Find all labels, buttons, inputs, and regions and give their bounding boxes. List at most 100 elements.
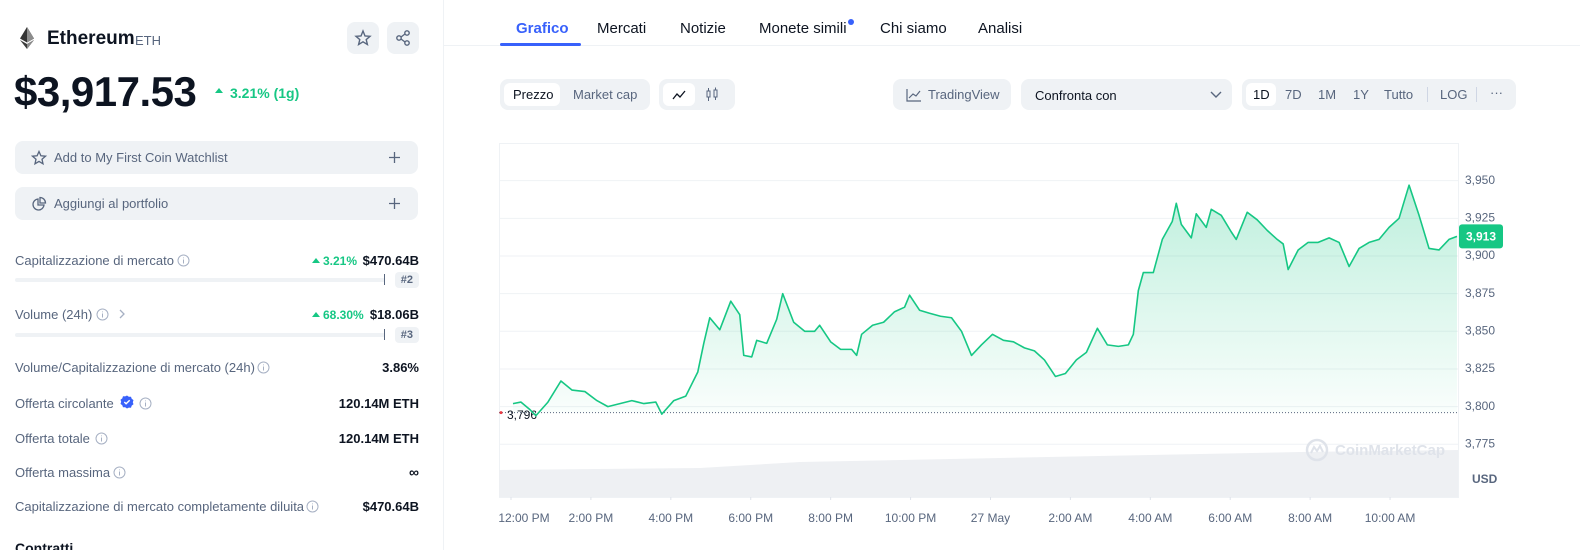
info-icon — [257, 361, 270, 374]
price: $3,917.53 — [14, 68, 197, 115]
tradingview-label: TradingView — [928, 87, 1000, 102]
stat-label: Volume (24h) — [15, 307, 93, 322]
section-heading: Contratti — [15, 540, 74, 550]
y-tick-label: 3,875 — [1465, 286, 1495, 300]
last-price-label: 3,913 — [1466, 230, 1496, 244]
y-tick-label: 3,925 — [1465, 210, 1495, 224]
compare-select[interactable] — [1021, 79, 1232, 110]
rank-bar — [15, 278, 385, 282]
up-arrow — [312, 258, 320, 263]
rank-marker — [384, 329, 385, 340]
x-tick-label: 2:00 PM — [569, 511, 614, 525]
separator — [1427, 87, 1428, 102]
line-icon — [672, 90, 686, 100]
verified-icon — [120, 395, 134, 409]
more-button[interactable]: ··· — [1490, 85, 1503, 100]
x-tick-label: 12:00 PM — [498, 511, 549, 525]
stat-change: 68.30% — [323, 308, 364, 322]
price-line — [512, 184, 1458, 417]
info-icon — [139, 397, 152, 410]
range-option[interactable]: 1Y — [1353, 87, 1369, 102]
button-label: Add to My First Coin Watchlist — [54, 150, 228, 165]
x-tick-label: 6:00 AM — [1208, 511, 1252, 525]
watch-button[interactable] — [347, 22, 379, 54]
chip-active[interactable] — [663, 83, 695, 106]
tradingview-button[interactable] — [893, 79, 1011, 110]
stat-label: Capitalizzazione di mercato — [15, 253, 174, 268]
tab[interactable]: Notizie — [680, 20, 726, 37]
new-dot — [848, 19, 854, 25]
tab[interactable]: Grafico — [516, 20, 569, 37]
price-change: 3.21% (1g) — [230, 85, 300, 101]
info-icon — [113, 466, 126, 479]
info-icon — [95, 432, 108, 445]
x-tick-label: 2:00 AM — [1048, 511, 1092, 525]
stat-value: $470.64B — [362, 253, 419, 268]
x-tick-label: 8:00 PM — [808, 511, 853, 525]
stat-value: $18.06B — [369, 307, 419, 322]
stat-value: 120.14M ETH — [338, 431, 419, 446]
coin-symbol: ETH — [135, 33, 161, 48]
stat-value: 120.14M ETH — [338, 396, 419, 411]
y-tick-label: 3,900 — [1465, 248, 1495, 262]
tab-divider — [444, 45, 1580, 46]
y-tick-label: 3,825 — [1465, 361, 1495, 375]
stat-value: $470.64B — [362, 499, 419, 514]
watermark-text: CoinMarketCap — [1335, 442, 1445, 459]
stat-change: 3.21% — [323, 254, 358, 268]
currency-label: USD — [1472, 472, 1498, 486]
stat-label: Offerta massima — [15, 465, 111, 480]
eth-logo — [20, 27, 34, 49]
chart-icon — [906, 89, 921, 102]
watchlist-button[interactable]: Add to My First Coin Watchlist — [15, 141, 418, 174]
candle-icon[interactable] — [705, 87, 719, 102]
plus-icon — [389, 198, 400, 209]
volume-area — [499, 450, 1458, 497]
toggle-group — [500, 79, 650, 110]
x-tick-label: 4:00 AM — [1128, 511, 1172, 525]
tab[interactable]: Chi siamo — [880, 20, 947, 37]
chevron-down — [1210, 91, 1222, 98]
stat-label: Volume/Capitalizzazione di mercato (24h) — [15, 360, 255, 375]
stat-label: Capitalizzazione di mercato completament… — [15, 499, 305, 514]
share-button[interactable] — [387, 22, 419, 54]
x-tick-label: 8:00 AM — [1288, 511, 1332, 525]
tab[interactable]: Analisi — [978, 20, 1023, 37]
info-icon — [96, 308, 109, 321]
watermark — [1305, 438, 1329, 462]
coin-name: Ethereum — [47, 28, 135, 49]
toggle-option[interactable]: Prezzo — [513, 87, 554, 102]
toggle-option[interactable]: Market cap — [573, 87, 638, 102]
info-icon — [306, 500, 319, 513]
tab[interactable]: Monete simili — [759, 20, 847, 37]
plus-icon — [389, 152, 400, 163]
stat-value: 3.86% — [382, 360, 419, 375]
share-icon — [396, 30, 410, 46]
reference-dot — [499, 411, 503, 415]
star-icon — [31, 150, 47, 166]
range-option[interactable]: LOG — [1440, 87, 1468, 102]
y-tick-label: 3,950 — [1465, 173, 1495, 187]
y-tick-label: 3,775 — [1465, 436, 1495, 450]
stat-label: Offerta totale — [15, 431, 90, 446]
compare-label: Confronta con — [1035, 88, 1117, 103]
portfolio-button[interactable]: Aggiungi al portfolio — [15, 187, 418, 220]
y-tick-label: 3,800 — [1465, 399, 1495, 413]
separator — [1476, 87, 1477, 102]
range-option[interactable]: Tutto — [1384, 87, 1414, 102]
star-icon — [354, 29, 372, 46]
x-tick-label: 10:00 AM — [1365, 511, 1416, 525]
range-option[interactable]: 1D — [1253, 87, 1270, 102]
chevron-icon[interactable] — [118, 308, 126, 320]
reference-label: 3,796 — [507, 408, 537, 422]
range-option[interactable]: 7D — [1285, 87, 1302, 102]
rank-marker — [384, 274, 385, 285]
price-area — [512, 185, 1458, 416]
chart-style-group — [659, 79, 735, 110]
y-tick-label: 3,850 — [1465, 323, 1495, 337]
plot-frame — [499, 143, 1459, 498]
tab[interactable]: Mercati — [597, 20, 647, 37]
tab-underline — [500, 43, 581, 46]
range-option[interactable]: 1M — [1318, 87, 1337, 102]
chip-active — [1246, 83, 1276, 106]
